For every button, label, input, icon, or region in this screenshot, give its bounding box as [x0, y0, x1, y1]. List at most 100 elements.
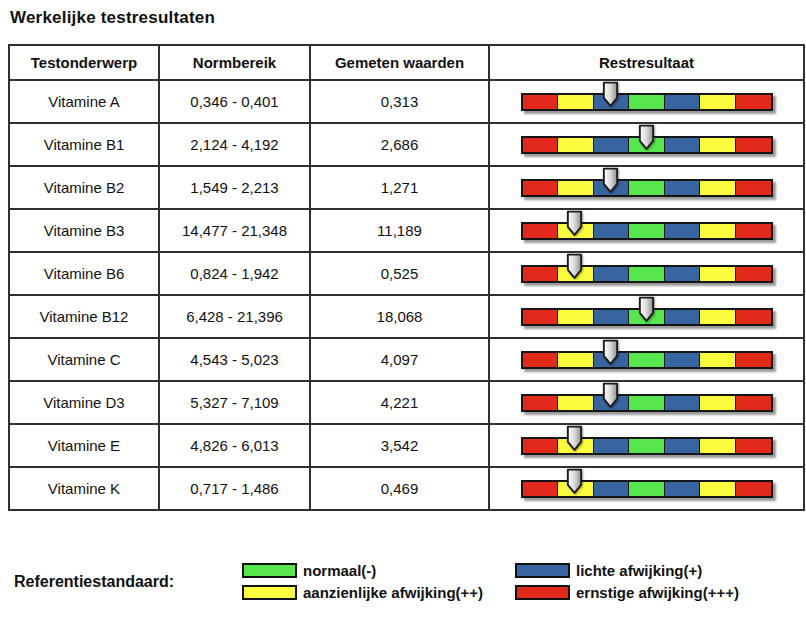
bar-segment-yellow [700, 396, 736, 410]
bar-segment-red [523, 138, 559, 152]
bar-segment-blue [594, 310, 630, 324]
measured-value: 0,469 [310, 467, 489, 510]
bar-segment-green [629, 224, 665, 238]
result-bar [521, 308, 773, 326]
bar-segment-yellow [558, 181, 594, 195]
table-row: Vitamine B1 2,124 - 4,192 2,686 [9, 123, 804, 166]
result-bar-cell [489, 123, 804, 166]
table-body: Vitamine A 0,346 - 0,401 0,313 Vitamine … [9, 80, 804, 510]
measured-value: 3,542 [310, 424, 489, 467]
legend-item-severe-deviation: ernstige afwijking(+++) [515, 584, 739, 601]
result-bar-segments [521, 437, 773, 455]
bar-segment-blue [594, 439, 630, 453]
result-bar-segments [521, 93, 773, 111]
bar-segment-red [736, 267, 771, 281]
bar-segment-yellow [558, 138, 594, 152]
result-bar [521, 351, 773, 369]
legend-item-label: ernstige afwijking(+++) [576, 584, 739, 601]
measured-value: 18,068 [310, 295, 489, 338]
norm-range: 0,346 - 0,401 [159, 80, 310, 123]
norm-range: 0,824 - 1,942 [159, 252, 310, 295]
bar-segment-blue [594, 482, 630, 496]
bar-segment-blue [665, 95, 701, 109]
bar-segment-green [629, 95, 665, 109]
bar-segment-red [523, 95, 559, 109]
result-bar-cell [489, 381, 804, 424]
norm-range: 5,327 - 7,109 [159, 381, 310, 424]
col-header-normbereik: Normbereik [159, 45, 310, 80]
result-bar [521, 480, 773, 498]
bar-segment-blue [665, 267, 701, 281]
yellow-swatch-icon [242, 585, 297, 600]
table-row: Vitamine E 4,826 - 6,013 3,542 [9, 424, 804, 467]
test-subject: Vitamine C [9, 338, 159, 381]
down-arrow-marker-icon [565, 210, 584, 237]
bar-segment-yellow [558, 396, 594, 410]
result-bar [521, 437, 773, 455]
bar-segment-yellow [700, 181, 736, 195]
bar-segment-green [629, 396, 665, 410]
legend-item-slight-deviation: lichte afwijking(+) [515, 562, 702, 579]
bar-segment-red [736, 439, 771, 453]
measured-value: 4,221 [310, 381, 489, 424]
measured-value: 0,313 [310, 80, 489, 123]
down-arrow-marker-icon [565, 468, 584, 495]
test-subject: Vitamine K [9, 467, 159, 510]
norm-range: 14,477 - 21,348 [159, 209, 310, 252]
result-bar-cell [489, 467, 804, 510]
bar-segment-yellow [700, 267, 736, 281]
bar-segment-green [629, 181, 665, 195]
green-swatch-icon [242, 563, 297, 578]
down-arrow-marker-icon [601, 167, 620, 194]
bar-segment-red [736, 310, 771, 324]
bar-segment-red [736, 95, 771, 109]
bar-segment-yellow [700, 224, 736, 238]
bar-segment-red [736, 138, 771, 152]
bar-segment-blue [665, 439, 701, 453]
result-bar [521, 222, 773, 240]
down-arrow-marker-icon [637, 296, 656, 323]
bar-segment-blue [665, 224, 701, 238]
bar-segment-red [736, 181, 771, 195]
bar-segment-blue [594, 267, 630, 281]
norm-range: 1,549 - 2,213 [159, 166, 310, 209]
bar-segment-red [523, 310, 559, 324]
bar-segment-green [629, 482, 665, 496]
header-row: Testonderwerp Normbereik Gemeten waarden… [9, 45, 804, 80]
down-arrow-marker-icon [565, 253, 584, 280]
bar-segment-green [629, 439, 665, 453]
result-bar [521, 394, 773, 412]
norm-range: 4,543 - 5,023 [159, 338, 310, 381]
bar-segment-yellow [700, 353, 736, 367]
bar-segment-red [736, 396, 771, 410]
result-bar-cell [489, 424, 804, 467]
test-subject: Vitamine B2 [9, 166, 159, 209]
result-bar-segments [521, 394, 773, 412]
result-bar-cell [489, 80, 804, 123]
test-subject: Vitamine B1 [9, 123, 159, 166]
bar-segment-red [523, 181, 559, 195]
bar-segment-red [523, 267, 559, 281]
down-arrow-marker-icon [565, 425, 584, 452]
table-row: Vitamine C 4,543 - 5,023 4,097 [9, 338, 804, 381]
norm-range: 6,428 - 21,396 [159, 295, 310, 338]
col-header-gemeten-waarden: Gemeten waarden [310, 45, 489, 80]
result-bar-cell [489, 166, 804, 209]
down-arrow-marker-icon [601, 339, 620, 366]
test-subject: Vitamine B12 [9, 295, 159, 338]
legend-item-considerable-deviation: aanzienlijke afwijking(++) [242, 584, 483, 601]
legend-item-label: lichte afwijking(+) [576, 562, 702, 579]
legend-item-label: normaal(-) [303, 562, 376, 579]
bar-segment-blue [594, 224, 630, 238]
measured-value: 2,686 [310, 123, 489, 166]
bar-segment-yellow [558, 95, 594, 109]
down-arrow-marker-icon [637, 124, 656, 151]
bar-segment-yellow [558, 310, 594, 324]
result-bar [521, 136, 773, 154]
measured-value: 1,271 [310, 166, 489, 209]
blue-swatch-icon [515, 563, 570, 578]
table-row: Vitamine B2 1,549 - 2,213 1,271 [9, 166, 804, 209]
bar-segment-blue [665, 181, 701, 195]
bar-segment-blue [665, 353, 701, 367]
bar-segment-red [736, 224, 771, 238]
